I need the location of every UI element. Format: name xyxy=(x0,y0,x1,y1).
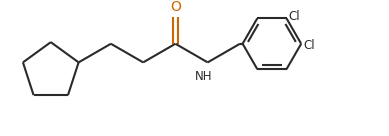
Text: O: O xyxy=(170,0,181,14)
Text: Cl: Cl xyxy=(289,10,300,23)
Text: NH: NH xyxy=(194,70,212,83)
Text: Cl: Cl xyxy=(303,39,315,52)
